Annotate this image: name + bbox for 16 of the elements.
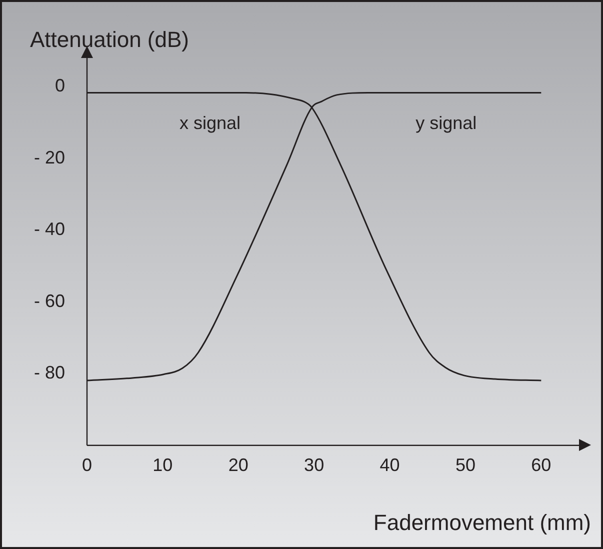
y-tick-label: - 40	[34, 219, 65, 240]
x-tick-label: 60	[531, 455, 552, 476]
annotation: y signal	[416, 112, 477, 133]
y-tick-label: 0	[54, 76, 65, 96]
y-tick-label: - 80	[34, 362, 65, 383]
x-tick-label: 10	[152, 455, 173, 476]
x-tick-label: 30	[304, 455, 324, 476]
x-tick-label: 50	[455, 455, 476, 476]
y-tick-label: - 20	[34, 147, 65, 168]
y-tick-label: - 60	[34, 290, 65, 311]
x-tick-label: 40	[380, 455, 400, 476]
x-axis-title: Fadermovement (mm)	[373, 510, 591, 535]
annotation: x signal	[179, 112, 241, 133]
x-tick-label: 0	[82, 455, 92, 476]
y-axis-title: Attenuation (dB)	[30, 27, 189, 52]
x-tick-label: 20	[228, 455, 248, 476]
